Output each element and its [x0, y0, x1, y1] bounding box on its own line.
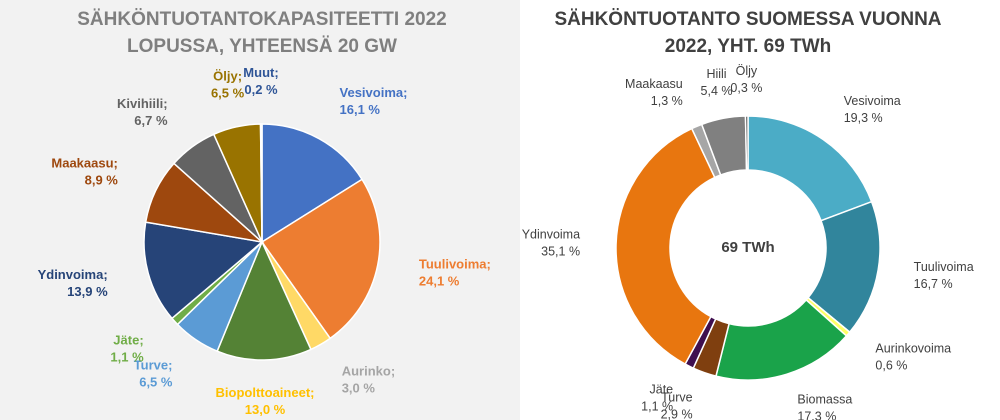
- data-label: Biomassa 17,3 %: [797, 393, 852, 420]
- value-label: 16,1 %: [340, 102, 381, 117]
- category-label: Vesivoima: [844, 94, 901, 108]
- category-label: Maakaasu;: [51, 156, 117, 171]
- value-label: 6,5 %: [211, 86, 245, 101]
- category-label: Öljy;: [213, 69, 242, 84]
- data-label: Biopolttoaineet; 13,0 %: [216, 385, 315, 417]
- value-label: 16,7 %: [914, 277, 953, 291]
- category-label: Muut;: [243, 65, 278, 80]
- category-label: Biomassa: [797, 393, 852, 407]
- data-label: Jäte; 1,1 %: [110, 333, 144, 365]
- chart-title: SÄHKÖNTUOTANTOKAPASITEETTI 2022: [77, 9, 447, 30]
- data-label: Vesivoima 19,3 %: [844, 94, 901, 125]
- category-label: Turve;: [134, 358, 173, 373]
- category-label: Aurinkovoima: [875, 342, 951, 356]
- data-label: Öljy 0,3 %: [730, 64, 762, 95]
- value-label: 0,6 %: [875, 359, 907, 373]
- data-label: Jäte 1,1 %: [641, 383, 673, 414]
- category-label: Biopolttoaineet;: [216, 385, 315, 400]
- value-label: 1,1 %: [641, 400, 673, 414]
- data-label: Turve 2,9 %: [661, 391, 693, 420]
- category-label: Jäte;: [113, 333, 143, 348]
- value-label: 1,1 %: [110, 350, 144, 365]
- chart-title: LOPUSSA, YHTEENSÄ 20 GW: [127, 36, 397, 57]
- data-label: Kivihiili; 6,7 %: [117, 96, 168, 128]
- slice: [615, 127, 716, 366]
- category-label: Jäte: [650, 383, 674, 397]
- value-label: 8,9 %: [85, 173, 119, 188]
- value-label: 5,4 %: [701, 84, 733, 98]
- data-label: Ydinvoima 35,1 %: [522, 228, 580, 259]
- value-label: 2,9 %: [661, 408, 693, 420]
- center-label: 69 TWh: [721, 239, 774, 256]
- category-label: Hiili: [706, 67, 726, 81]
- value-label: 19,3 %: [844, 111, 883, 125]
- data-label: Öljy; 6,5 %: [211, 69, 245, 101]
- data-label: Aurinkovoima 0,6 %: [875, 342, 951, 373]
- value-label: 24,1 %: [419, 274, 460, 289]
- chart-title: SÄHKÖNTUOTANTO SUOMESSA VUONNA: [554, 9, 941, 30]
- data-label: Tuulivoima; 24,1 %: [419, 257, 491, 289]
- slice: [259, 123, 263, 243]
- category-label: Vesivoima;: [340, 85, 408, 100]
- data-label: Vesivoima; 16,1 %: [340, 85, 408, 117]
- data-label: Turve; 6,5 %: [134, 358, 173, 390]
- slice: [747, 115, 873, 222]
- chart-title: 2022, YHT. 69 TWh: [665, 36, 832, 57]
- slice: [261, 123, 364, 244]
- value-label: 3,0 %: [342, 381, 376, 396]
- data-label: Maakaasu 1,3 %: [625, 77, 683, 108]
- slice: [744, 115, 749, 171]
- category-label: Maakaasu: [625, 77, 683, 91]
- category-label: Tuulivoima;: [419, 257, 491, 272]
- category-label: Aurinko;: [342, 364, 395, 379]
- category-label: Tuulivoima: [914, 260, 974, 274]
- slice: [143, 221, 264, 320]
- category-label: Turve: [661, 391, 693, 405]
- value-label: 0,3 %: [730, 81, 762, 95]
- value-label: 13,0 %: [245, 402, 286, 417]
- category-label: Ydinvoima: [522, 228, 580, 242]
- data-label: Ydinvoima; 13,9 %: [38, 268, 109, 300]
- value-label: 1,3 %: [651, 94, 683, 108]
- data-label: Aurinko; 3,0 %: [342, 364, 395, 396]
- category-label: Kivihiili;: [117, 96, 168, 111]
- data-label: Maakaasu; 8,9 %: [51, 156, 118, 188]
- category-label: Öljy: [736, 64, 758, 78]
- data-label: Hiili 5,4 %: [701, 67, 733, 98]
- slice: [260, 178, 381, 340]
- value-label: 6,7 %: [134, 113, 168, 128]
- value-label: 17,3 %: [797, 410, 836, 420]
- value-label: 0,2 %: [244, 82, 278, 97]
- value-label: 35,1 %: [541, 245, 580, 259]
- data-label: Tuulivoima 16,7 %: [914, 260, 974, 291]
- value-label: 13,9 %: [67, 285, 108, 300]
- category-label: Ydinvoima;: [38, 268, 108, 283]
- value-label: 6,5 %: [139, 375, 173, 390]
- data-label: Muut; 0,2 %: [243, 65, 278, 97]
- slice: [216, 240, 312, 361]
